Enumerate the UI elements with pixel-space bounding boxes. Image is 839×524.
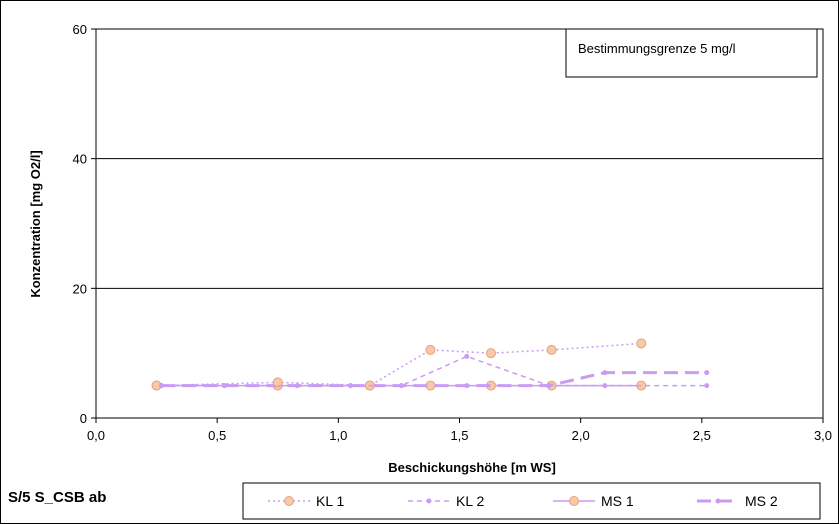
y-axis-title: Konzentration [mg O2/l] [28, 150, 43, 297]
legend-label: KL 2 [456, 493, 484, 509]
legend-marker [284, 496, 294, 506]
data-point [347, 383, 353, 389]
x-tick-label: 1,0 [329, 428, 347, 443]
legend: KL 1 KL 2 MS 1 MS 2 [242, 482, 821, 520]
data-point [221, 383, 227, 389]
data-point [425, 344, 436, 355]
y-tick-label: 20 [73, 281, 87, 296]
legend-marker [715, 498, 721, 504]
legend-marker [569, 496, 579, 506]
data-point [602, 383, 608, 389]
data-point [602, 370, 608, 376]
x-axis-title: Beschickungshöhe [m WS] [388, 460, 556, 475]
figure-caption: S/5 S_CSB ab [8, 489, 106, 506]
data-point [158, 383, 164, 389]
annotation-text: Bestimmungsgrenze 5 mg/l [578, 41, 736, 56]
axis-ticks: 0 20 40 60 0,0 0,5 1,0 1,5 2,0 2,5 3,0 [73, 22, 833, 443]
data-point [546, 344, 557, 355]
legend-label: MS 2 [745, 493, 778, 509]
data-point [704, 370, 710, 376]
legend-marker [426, 498, 432, 504]
annotation-box: Bestimmungsgrenze 5 mg/l [565, 28, 818, 78]
series-line [161, 355, 707, 387]
data-point [464, 353, 470, 359]
data-point [464, 383, 470, 389]
legend-item: MS 1 [553, 493, 634, 509]
data-point [546, 383, 552, 389]
x-tick-label: 0,0 [87, 428, 105, 443]
legend-item: KL 2 [408, 493, 484, 509]
data-point [486, 348, 497, 359]
x-tick-label: 1,5 [450, 428, 468, 443]
x-tick-label: 0,5 [208, 428, 226, 443]
x-tick-label: 2,0 [572, 428, 590, 443]
y-tick-label: 40 [73, 152, 87, 167]
series-kl-2 [158, 353, 710, 389]
data-point [704, 383, 710, 389]
series-layer [151, 338, 710, 391]
y-tick-label: 60 [73, 22, 87, 37]
data-point [636, 338, 647, 349]
legend-item: KL 1 [268, 493, 344, 509]
data-point [294, 383, 300, 389]
x-tick-label: 3,0 [814, 428, 832, 443]
data-point [398, 383, 404, 389]
legend-label: KL 1 [316, 493, 344, 509]
data-point [272, 377, 283, 388]
x-tick-label: 2,5 [693, 428, 711, 443]
legend-label: MS 1 [601, 493, 634, 509]
y-tick-label: 0 [80, 411, 87, 426]
legend-item: MS 2 [697, 493, 778, 509]
